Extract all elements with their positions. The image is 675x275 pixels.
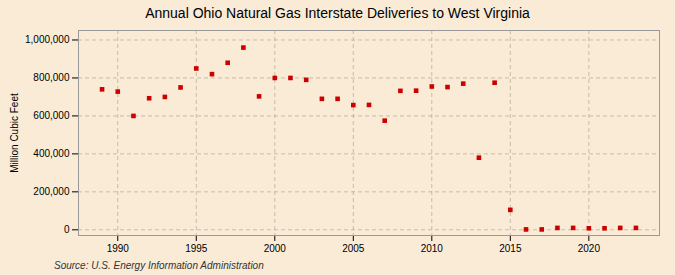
svg-text:0: 0 — [64, 224, 70, 235]
svg-text:1995: 1995 — [185, 243, 208, 254]
svg-text:800,000: 800,000 — [33, 72, 70, 83]
svg-text:1,000,000: 1,000,000 — [25, 34, 70, 45]
svg-text:2000: 2000 — [264, 243, 287, 254]
svg-text:1990: 1990 — [107, 243, 130, 254]
html-text:Annual Ohio Natural Gas Inters: Annual Ohio Natural Gas Interstate Deliv… — [145, 5, 530, 21]
svg-text:400,000: 400,000 — [33, 148, 70, 159]
svg-text:2005: 2005 — [342, 243, 365, 254]
svg-text:2020: 2020 — [578, 243, 601, 254]
svg-text:2015: 2015 — [499, 243, 522, 254]
svg-text:2010: 2010 — [421, 243, 444, 254]
html-text:Source: U.S. Energy Informatio: Source: U.S. Energy Information Administ… — [54, 260, 264, 271]
svg-text:200,000: 200,000 — [33, 186, 70, 197]
svg-text:600,000: 600,000 — [33, 110, 70, 121]
svg-text:Million Cubic Feet: Million Cubic Feet — [9, 93, 20, 173]
